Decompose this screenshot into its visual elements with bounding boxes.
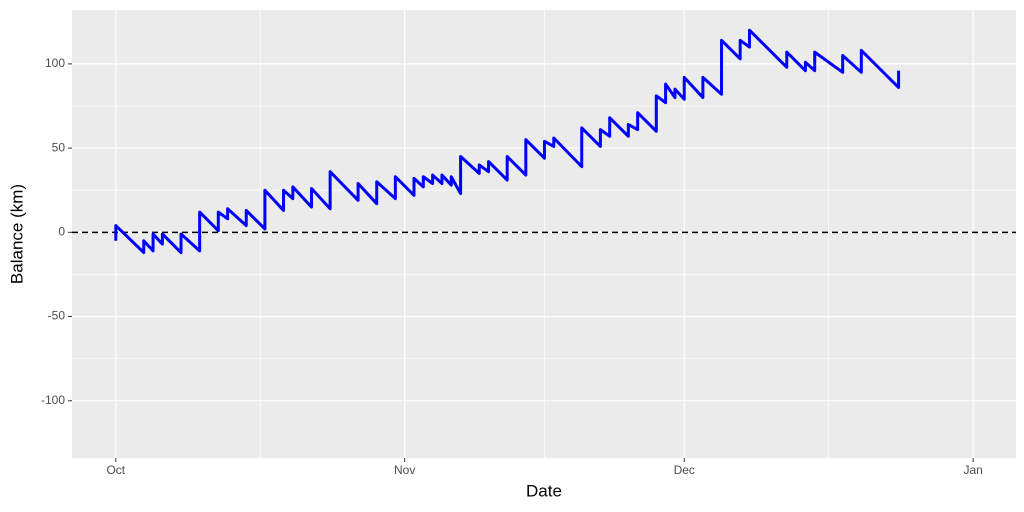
y-tick-label: 50 (52, 140, 66, 154)
x-tick-label: Nov (394, 463, 415, 477)
y-tick-label: 0 (58, 224, 65, 238)
plot-background (72, 10, 1016, 458)
x-tick-label: Jan (963, 463, 982, 477)
x-tick-label: Oct (106, 463, 125, 477)
x-tick-label: Dec (674, 463, 695, 477)
x-axis-title: Date (526, 481, 562, 500)
y-tick-label: 100 (45, 56, 65, 70)
y-tick-label: -50 (48, 309, 66, 323)
y-tick-label: -100 (41, 393, 65, 407)
data-line (114, 28, 901, 255)
y-axis-title: Balance (km) (7, 184, 26, 284)
